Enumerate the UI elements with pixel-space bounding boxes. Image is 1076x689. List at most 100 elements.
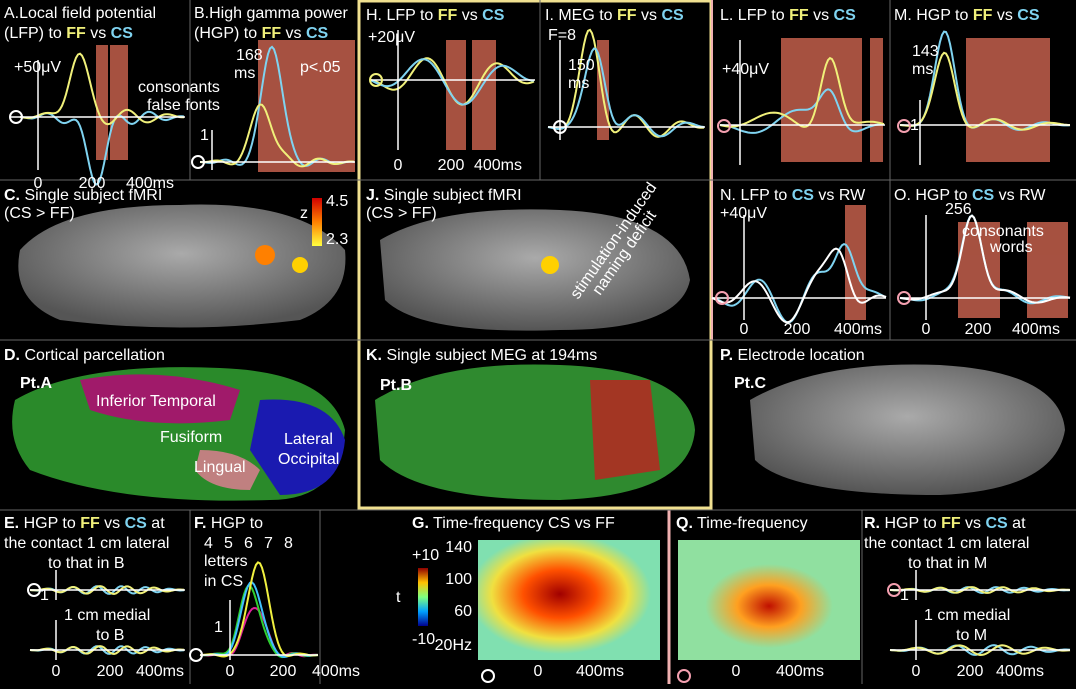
- title-part: CS: [306, 25, 329, 42]
- label: t: [396, 589, 401, 606]
- trace: [719, 88, 885, 134]
- title-part: A.: [4, 5, 19, 22]
- panel-title: I. MEG to FF vs CS: [545, 7, 684, 24]
- label: to B: [96, 627, 124, 644]
- brains: [12, 198, 1065, 501]
- label: 2.3: [326, 231, 348, 248]
- label: 400ms: [126, 175, 174, 192]
- label: 256: [945, 201, 972, 218]
- label: 200: [965, 321, 992, 338]
- label: consonants: [962, 223, 1044, 240]
- panel-title: N. LFP to CS vs RW: [720, 187, 866, 204]
- trace: [19, 52, 184, 126]
- label: Occipital: [278, 451, 339, 468]
- marker: [369, 73, 383, 87]
- title-part: FF: [438, 7, 458, 24]
- title-part: at: [1008, 515, 1026, 532]
- label: 1: [200, 127, 209, 144]
- label: 1: [900, 587, 909, 604]
- title-part: LFP to: [733, 7, 789, 24]
- title-part: CS: [482, 7, 505, 24]
- title-part: vs: [814, 187, 839, 204]
- title-part: vs: [100, 515, 125, 532]
- label: Lateral: [284, 431, 333, 448]
- title-part: C.: [4, 187, 20, 204]
- label: Lingual: [194, 459, 246, 476]
- title-part: Single subject MEG at 194ms: [382, 347, 597, 364]
- marker: [717, 119, 731, 133]
- trace: [899, 214, 1071, 304]
- title-part: I.: [545, 7, 554, 24]
- marker: [9, 110, 23, 124]
- panel-title: G. Time-frequency CS vs FF: [412, 515, 615, 532]
- title-part: vs: [281, 25, 306, 42]
- label: +40μV: [722, 61, 769, 78]
- panel-title: Q. Time-frequency: [676, 515, 808, 532]
- label: ms: [568, 75, 589, 92]
- title-part: vs: [457, 7, 482, 24]
- label: 0: [912, 663, 921, 680]
- title-part: Local field potential: [19, 5, 156, 22]
- marker: [677, 669, 691, 683]
- title-part: vs: [992, 7, 1017, 24]
- label: +50μV: [14, 59, 61, 76]
- title-part: (LFP) to: [4, 25, 66, 42]
- panel-title: (HGP) to FF vs CS: [194, 25, 329, 42]
- label: 400ms: [1012, 321, 1060, 338]
- title-part: (HGP) to: [194, 25, 262, 42]
- label: 400ms: [312, 663, 360, 680]
- title-part: CS: [834, 7, 857, 24]
- label: 0: [922, 321, 931, 338]
- title-part: CS: [972, 187, 995, 204]
- label: 200: [438, 157, 465, 174]
- panel-title: F. HGP to: [194, 515, 263, 532]
- trace: [719, 56, 885, 128]
- title-part: RW: [839, 187, 866, 204]
- title-part: CS: [792, 187, 815, 204]
- panel-title: R. HGP to FF vs CS at: [864, 515, 1026, 532]
- title-part: Time-frequency CS vs FF: [429, 515, 615, 532]
- title-part: P.: [720, 347, 733, 364]
- label: to that in M: [908, 555, 987, 572]
- label: 400ms: [996, 663, 1044, 680]
- title-part: E.: [4, 515, 19, 532]
- title-part: vs: [637, 7, 662, 24]
- marker: [887, 583, 901, 597]
- title-part: FF: [262, 25, 282, 42]
- marker: [897, 291, 911, 305]
- title-part: CS: [1017, 7, 1040, 24]
- panel-title: K. Single subject MEG at 194ms: [366, 347, 597, 364]
- title-part: vs: [809, 7, 834, 24]
- title-part: FF: [80, 515, 100, 532]
- title-part: L.: [720, 7, 733, 24]
- label: +20μV: [368, 29, 415, 46]
- label: letters: [204, 553, 248, 570]
- trace: [899, 51, 1070, 131]
- panel-title: M. HGP to FF vs CS: [894, 7, 1040, 24]
- panel-title: J. Single subject fMRI: [366, 187, 522, 204]
- label: 1: [214, 619, 223, 636]
- title-part: CS: [661, 7, 684, 24]
- title-part: G.: [412, 515, 429, 532]
- marker: [481, 669, 495, 683]
- label: 0: [52, 663, 61, 680]
- panel-title: P. Electrode location: [720, 347, 865, 364]
- title-part: FF: [617, 7, 637, 24]
- panel-title: H. LFP to FF vs CS: [366, 7, 505, 24]
- title-part: FF: [941, 515, 961, 532]
- panel-title: C. Single subject fMRI: [4, 187, 162, 204]
- label: +10: [412, 547, 439, 564]
- label: 60: [454, 603, 472, 620]
- label: words: [989, 239, 1033, 256]
- panel-title: L. LFP to FF vs CS: [720, 7, 856, 24]
- title-part: at: [147, 515, 165, 532]
- label: (CS > FF): [366, 205, 437, 222]
- title-part: CS: [986, 515, 1009, 532]
- title-part: Electrode location: [733, 347, 865, 364]
- trace: [889, 644, 1071, 657]
- marker: [897, 119, 911, 133]
- label: in CS: [204, 573, 243, 590]
- label: ms: [912, 61, 933, 78]
- label: ms: [234, 65, 255, 82]
- title-part: vs: [994, 187, 1019, 204]
